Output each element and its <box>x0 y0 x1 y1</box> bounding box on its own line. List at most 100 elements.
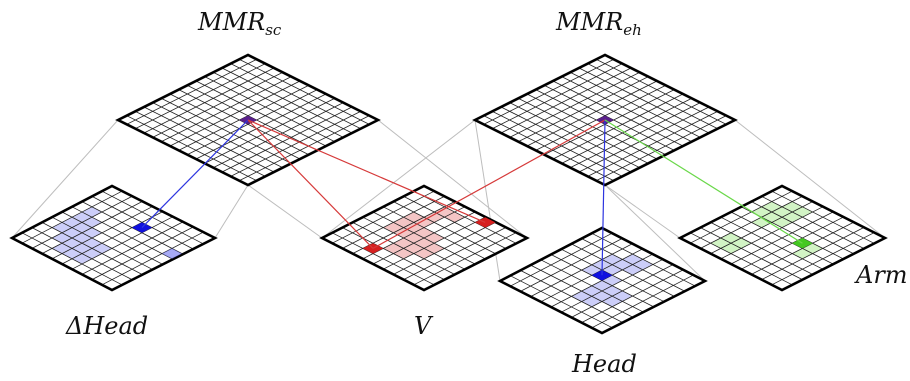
grid-line <box>403 227 506 280</box>
grid-line <box>509 71 640 138</box>
grid-head <box>497 226 708 335</box>
grid-line <box>161 76 292 143</box>
projection-line <box>604 184 706 282</box>
highlight-cell <box>761 201 782 212</box>
grid-line <box>570 71 701 138</box>
grid-line <box>578 67 710 134</box>
active-node <box>162 248 182 259</box>
grid-line <box>101 232 203 286</box>
grid-v <box>319 184 530 292</box>
grid-line <box>518 97 649 164</box>
projection-lines <box>11 119 886 282</box>
grid-line <box>500 106 632 173</box>
grid-line <box>383 216 486 270</box>
grid-line <box>587 110 718 177</box>
connection-line <box>247 119 486 223</box>
grid-line <box>578 106 710 173</box>
grid-line <box>152 102 283 169</box>
label-mmr-sc: MMRsc <box>198 8 282 39</box>
grid-line <box>221 106 353 173</box>
grid-line <box>204 97 335 164</box>
grid-line <box>500 67 632 134</box>
projection-line <box>604 184 681 239</box>
grid-line <box>143 106 275 173</box>
grid-line <box>761 196 864 249</box>
grid-line <box>135 63 266 130</box>
label-mmr-eh: MMReh <box>556 8 642 39</box>
grid-line <box>178 89 309 156</box>
grid-line <box>570 102 701 169</box>
connection-line <box>141 119 249 229</box>
projection-line <box>321 119 476 239</box>
grid-line <box>413 232 516 286</box>
connection-line <box>601 119 606 276</box>
grid-line <box>526 93 658 160</box>
label-head: Head <box>572 350 637 378</box>
label-delta-head: ΔHead <box>66 312 149 340</box>
grid-line <box>169 80 301 147</box>
connection-lines <box>141 119 803 276</box>
projection-line <box>377 119 528 239</box>
grid-line <box>230 63 361 130</box>
grid-line <box>230 110 361 177</box>
grid-line <box>403 196 506 249</box>
grid-line <box>581 269 684 323</box>
grid-line <box>91 227 193 280</box>
connection-line <box>247 119 374 249</box>
highlight-cell <box>82 206 102 218</box>
highlight-cell <box>72 232 92 244</box>
grid-line <box>126 58 257 125</box>
highlight-cell <box>792 206 813 218</box>
highlight-cell <box>751 206 772 218</box>
grid-line <box>393 222 496 275</box>
highlight-cell <box>761 212 782 223</box>
grid-line <box>591 232 694 286</box>
grid-line <box>152 71 283 138</box>
grid-line <box>126 115 257 182</box>
grid-line <box>730 211 834 265</box>
grid-line <box>741 216 844 270</box>
grid-border <box>472 53 738 187</box>
grid-line <box>535 84 666 151</box>
grid-line <box>552 93 684 160</box>
grid-line <box>195 80 327 147</box>
grid-line <box>771 190 874 244</box>
grid-line <box>771 232 874 286</box>
grid-line <box>526 80 658 147</box>
grid-line <box>221 67 353 134</box>
grid-line <box>483 58 614 125</box>
projection-line <box>247 184 323 239</box>
grid-line <box>143 67 275 134</box>
grid-background <box>12 186 215 290</box>
grid-line <box>393 201 496 254</box>
grid-line <box>239 115 370 182</box>
grid-line <box>71 216 173 270</box>
grid-line <box>561 97 692 164</box>
grid-line <box>596 115 727 182</box>
grid-line <box>372 211 476 265</box>
connection-line <box>604 119 803 244</box>
grid-line <box>518 76 649 143</box>
grid-line <box>591 274 694 329</box>
grid-line <box>187 84 318 151</box>
projection-line <box>11 119 119 239</box>
connection-line <box>372 119 606 249</box>
grid-delta-head <box>9 184 218 292</box>
grid-border <box>497 226 708 335</box>
grid-line <box>751 201 854 254</box>
highlight-cell <box>782 212 803 223</box>
grid-line <box>135 110 266 177</box>
grid-line <box>552 80 684 147</box>
grid-line <box>581 238 684 291</box>
grid-line <box>195 93 327 160</box>
grid-border <box>9 184 218 292</box>
grid-line <box>509 102 640 169</box>
highlight-cell <box>710 238 731 249</box>
grid-line <box>169 93 301 160</box>
grid-line <box>587 63 718 130</box>
grid-line <box>178 84 309 151</box>
grid-line <box>483 115 614 182</box>
grid-line <box>383 206 486 260</box>
grid-border <box>677 184 888 292</box>
grid-line <box>213 71 344 138</box>
